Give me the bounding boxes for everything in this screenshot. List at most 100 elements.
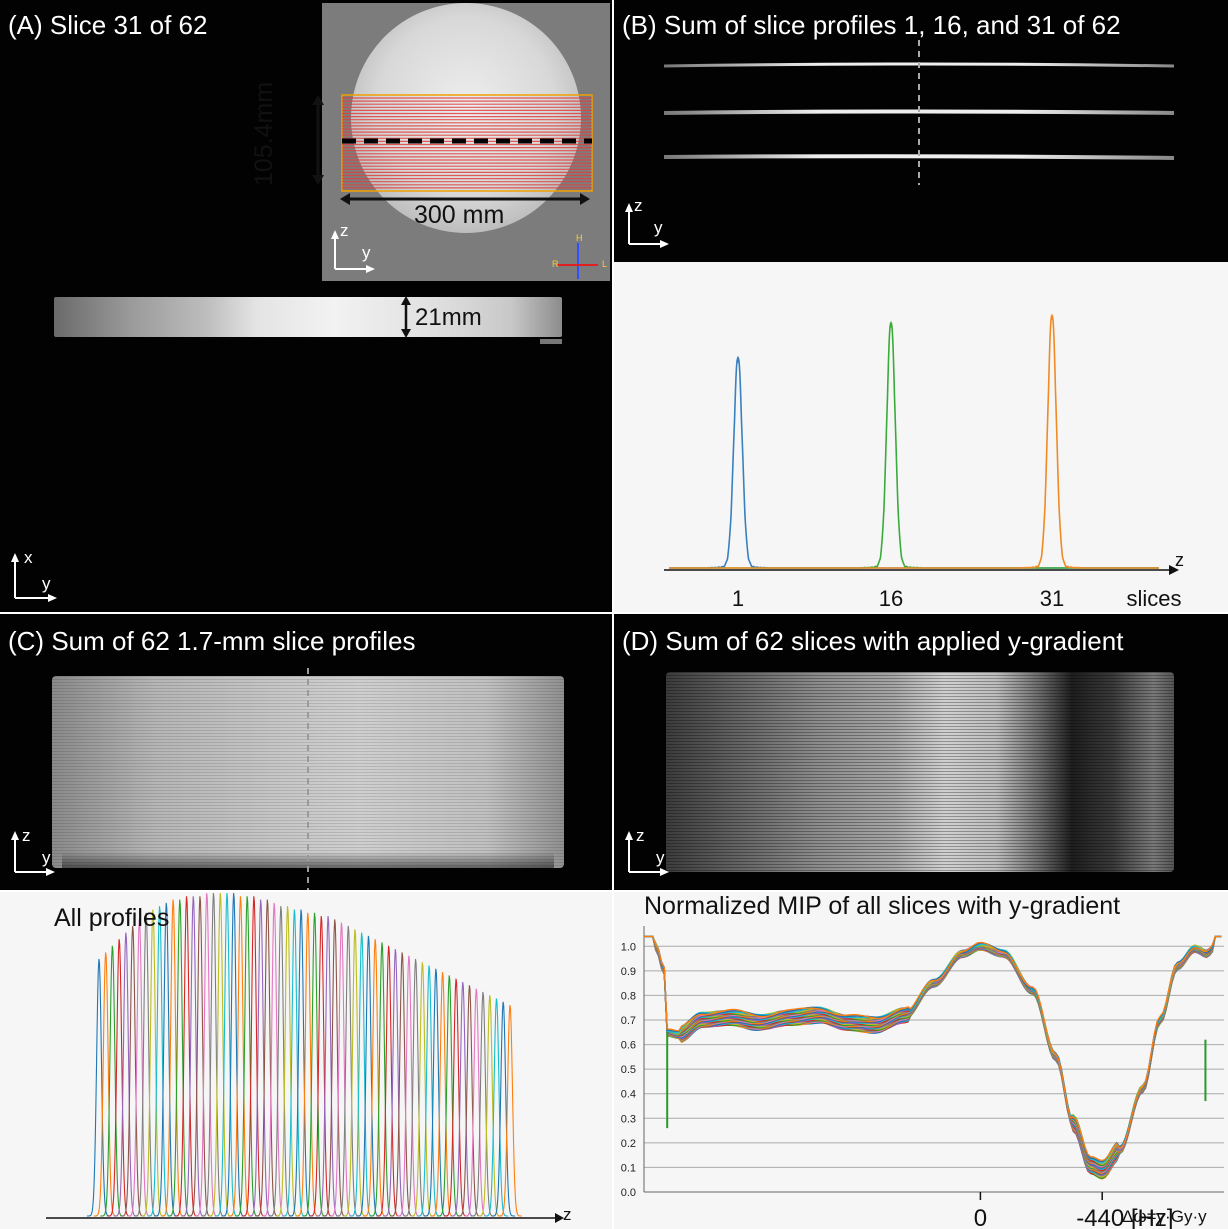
panel-f-title: Normalized MIP of all slices with y-grad… [644, 892, 1121, 920]
profile-plot: z 1 16 31 slices [664, 313, 1184, 611]
mip-series [644, 935, 1222, 1172]
profile-line [161, 899, 185, 1217]
width-arrow [340, 193, 590, 205]
category-tick-label: 31 [1040, 586, 1064, 611]
profile-line [410, 962, 435, 1217]
panel-b-title: (B) Sum of slice profiles 1, 16, and 31 … [622, 10, 1121, 40]
profile-line [147, 906, 172, 1217]
axes-icon-d [625, 831, 669, 876]
profile-line [275, 906, 300, 1217]
profile-line [430, 972, 455, 1217]
mip-series [644, 935, 1222, 1173]
profile-line [100, 945, 125, 1217]
mip-series [644, 935, 1222, 1176]
mip-series [644, 935, 1222, 1163]
mip-series [644, 935, 1222, 1175]
profile-line [403, 958, 428, 1217]
height-arrow [312, 95, 324, 185]
x-axis-formula: Δω=γ·Gy·y [1122, 1207, 1207, 1226]
profile-line [167, 899, 192, 1217]
profile-line [477, 995, 502, 1217]
panel-c: (C) Sum of 62 1.7-mm slice profiles z y [0, 614, 612, 890]
mip-series [644, 935, 1222, 1177]
mip-series [644, 935, 1222, 1180]
orient-left: R [552, 259, 559, 269]
profile-line [302, 912, 327, 1217]
mip-series [644, 935, 1222, 1172]
profile-line [235, 896, 260, 1217]
slab-image [54, 297, 562, 337]
profile-line [450, 981, 475, 1217]
axes-icon-b [625, 203, 669, 248]
mip-series [644, 935, 1222, 1177]
panel-a-title: (A) Slice 31 of 62 [8, 10, 208, 40]
profile-line [356, 935, 381, 1217]
axis-label-a-v: x [24, 548, 33, 567]
mip-series [644, 935, 1222, 1162]
axis-label-a-h: y [42, 574, 51, 593]
panel-e: z All profiles [0, 892, 612, 1229]
profile-series [669, 313, 1159, 569]
axes-icon-c [11, 831, 55, 876]
y-tick-label: 0.9 [621, 966, 636, 978]
panel-e-title: All profiles [54, 904, 170, 932]
profile-line [262, 902, 287, 1217]
profile-line [295, 912, 320, 1217]
mip-series [644, 935, 1222, 1172]
profile-line [255, 899, 280, 1217]
profile-line [437, 975, 462, 1217]
profile-line [349, 932, 374, 1217]
slab-fringe [540, 339, 562, 344]
profile-line [444, 978, 468, 1217]
profile-line [417, 965, 441, 1217]
profile-line [134, 912, 158, 1217]
profile-line [127, 919, 152, 1217]
profile-line [423, 968, 448, 1217]
profile-line [457, 985, 482, 1217]
axes-icon-a [11, 553, 57, 602]
mip-series [644, 935, 1222, 1177]
profile-line [154, 902, 179, 1217]
y-tick-label: 0.0 [621, 1187, 636, 1199]
mip-series [644, 935, 1222, 1175]
slice-lines [342, 97, 592, 189]
mip-series [644, 935, 1222, 1175]
mip-series [644, 935, 1222, 1170]
profile-line [289, 909, 313, 1217]
y-tick-label: 0.4 [621, 1089, 636, 1101]
category-axis-label: slices [1126, 586, 1181, 611]
mip-series [644, 935, 1222, 1172]
mip-series [644, 935, 1222, 1178]
thickness-arrow [401, 296, 411, 338]
mip-series [644, 935, 1222, 1170]
mip-series [644, 935, 1222, 1173]
mip-series [644, 935, 1222, 1176]
axis-label-b-h: y [654, 218, 663, 237]
panel-a: (A) Slice 31 of 62 [0, 0, 612, 612]
profile-line [322, 919, 347, 1217]
y-tick-label: 0.7 [621, 1015, 636, 1027]
mip-series [644, 935, 1222, 1174]
mip-series [644, 935, 1222, 1178]
profile-series [669, 355, 1159, 569]
profile-line [363, 939, 388, 1217]
y-tick-label: 0.6 [621, 1040, 636, 1052]
profile-line [484, 998, 509, 1217]
profile-line [383, 949, 408, 1217]
profile-line [268, 906, 293, 1217]
profile-line [336, 925, 361, 1217]
profile-line [174, 896, 199, 1217]
mip-series [644, 935, 1222, 1174]
x-axis-label: z [563, 1205, 572, 1224]
profile-line [470, 991, 495, 1217]
profile-line [208, 892, 233, 1217]
profile-line [194, 892, 219, 1217]
slice-profile-image [663, 40, 1175, 185]
profile-line [390, 952, 415, 1217]
mip-series [644, 935, 1222, 1173]
mip-series [644, 935, 1222, 1163]
x-axis-label: z [1175, 550, 1184, 570]
mip-series [644, 935, 1222, 1177]
inset-axis-h: y [362, 243, 371, 262]
y-tick-label: 1.0 [621, 941, 636, 953]
